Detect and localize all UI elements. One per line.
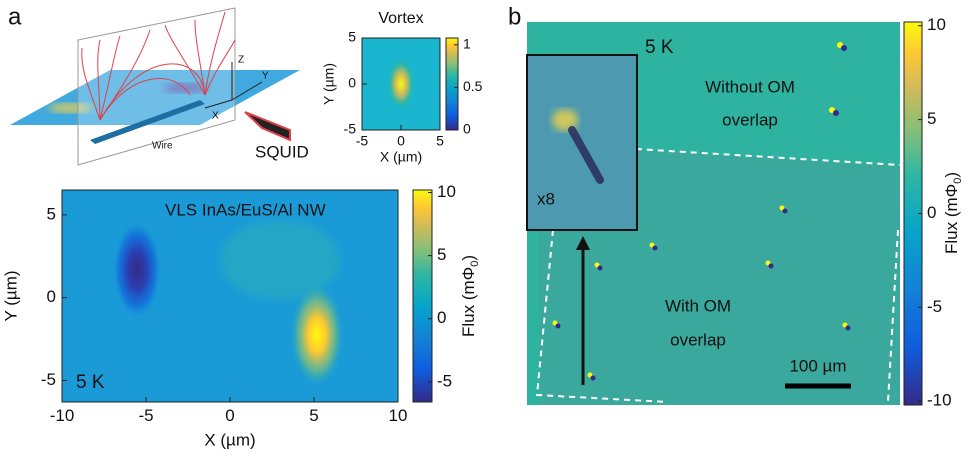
vortex-spot	[387, 58, 415, 110]
y-tick-label: 0	[348, 75, 356, 91]
boundary	[535, 229, 669, 403]
panel-label: a	[8, 3, 22, 30]
colorbar-tick-label: 0	[463, 121, 471, 137]
x-tick-label: 0	[397, 133, 405, 149]
wire	[90, 100, 205, 144]
colorbar-tick-label: 5	[437, 245, 446, 264]
colorbar-label: Flux (mΦ0)	[459, 255, 480, 337]
x-tick-label: -5	[138, 406, 153, 425]
y-tick-label: -5	[41, 370, 56, 389]
colorbar-tick-label: -5	[437, 371, 452, 390]
colorbar	[412, 189, 433, 403]
y-axis-label: Y (µm)	[321, 63, 337, 105]
vortex-title: Vortex	[378, 10, 423, 27]
wire-label: Wire	[152, 141, 173, 152]
field-lines	[81, 11, 236, 121]
x-tick-label: -10	[50, 406, 75, 425]
label-sub: 0	[469, 261, 481, 267]
y-axis-label: Y (µm)	[1, 270, 20, 321]
arrow-head	[576, 236, 590, 250]
y-axis	[231, 81, 263, 101]
colorbar-tick-label: 10	[437, 182, 456, 201]
label-main: Flux (mΦ	[459, 267, 478, 337]
label-sub: 0	[952, 178, 964, 184]
annotation: VLS InAs/EuS/Al NW	[165, 200, 326, 219]
axis-label: Y	[262, 71, 269, 82]
label-main: Flux (mΦ	[942, 184, 961, 254]
axis-label: Z	[238, 55, 244, 66]
y-tick-label: 5	[348, 29, 356, 45]
colorbar-tick-label: -10	[927, 391, 952, 410]
flux-spot-negative	[113, 222, 161, 318]
colorbar-tick-label: 10	[927, 15, 946, 34]
colorbar-tick-label: 0	[437, 308, 446, 327]
x-axis-label: X (µm)	[380, 149, 422, 165]
y-tick-label: 5	[47, 204, 56, 223]
x-tick-label: 5	[436, 133, 444, 149]
region-label: overlap	[670, 330, 726, 349]
vortices	[552, 42, 851, 381]
hot-spot	[48, 103, 92, 113]
colorbar-tick-label: 0	[927, 203, 936, 222]
inset-wire	[568, 126, 604, 184]
squid	[244, 111, 291, 142]
x-axis-label: X (µm)	[204, 430, 255, 449]
flux-map	[62, 190, 398, 402]
region-label: With OM	[665, 296, 731, 315]
label-end: )	[942, 172, 961, 178]
background-variation	[220, 220, 340, 300]
colorbar-label: Flux (mΦ0)	[942, 172, 963, 254]
colorbar-tick-label: -5	[927, 297, 942, 316]
inset-positive	[552, 109, 578, 131]
x-tick-label: 0	[225, 406, 234, 425]
temperature: 5 K	[645, 37, 674, 58]
region-label: Without OM	[705, 77, 795, 96]
region-label: overlap	[722, 110, 778, 129]
x-tick-label: -5	[356, 133, 369, 149]
colorbar	[445, 37, 459, 131]
x-axis	[204, 99, 233, 109]
schematic: Z Y X Wire SQUID	[10, 7, 309, 166]
temperature: 5 K	[76, 372, 105, 393]
boundary	[887, 229, 899, 403]
colorbar-tick-label: 1	[463, 36, 471, 52]
colorbar-tick-label: 5	[927, 109, 936, 128]
x-tick-label: 10	[389, 406, 408, 425]
x-tick-label: 5	[309, 406, 318, 425]
y-tick-label: -5	[344, 121, 357, 137]
colorbar-tick-label: 0.5	[463, 78, 483, 94]
flux-spot-positive	[291, 285, 343, 385]
panel-label: b	[508, 3, 521, 30]
y-tick-label: 0	[47, 287, 56, 306]
scale-bar-label: 100 µm	[789, 356, 846, 375]
axis-label: X	[212, 111, 219, 122]
label-end: )	[459, 255, 478, 261]
squid-label: SQUID	[255, 142, 309, 161]
zoom-label: x8	[537, 189, 555, 208]
